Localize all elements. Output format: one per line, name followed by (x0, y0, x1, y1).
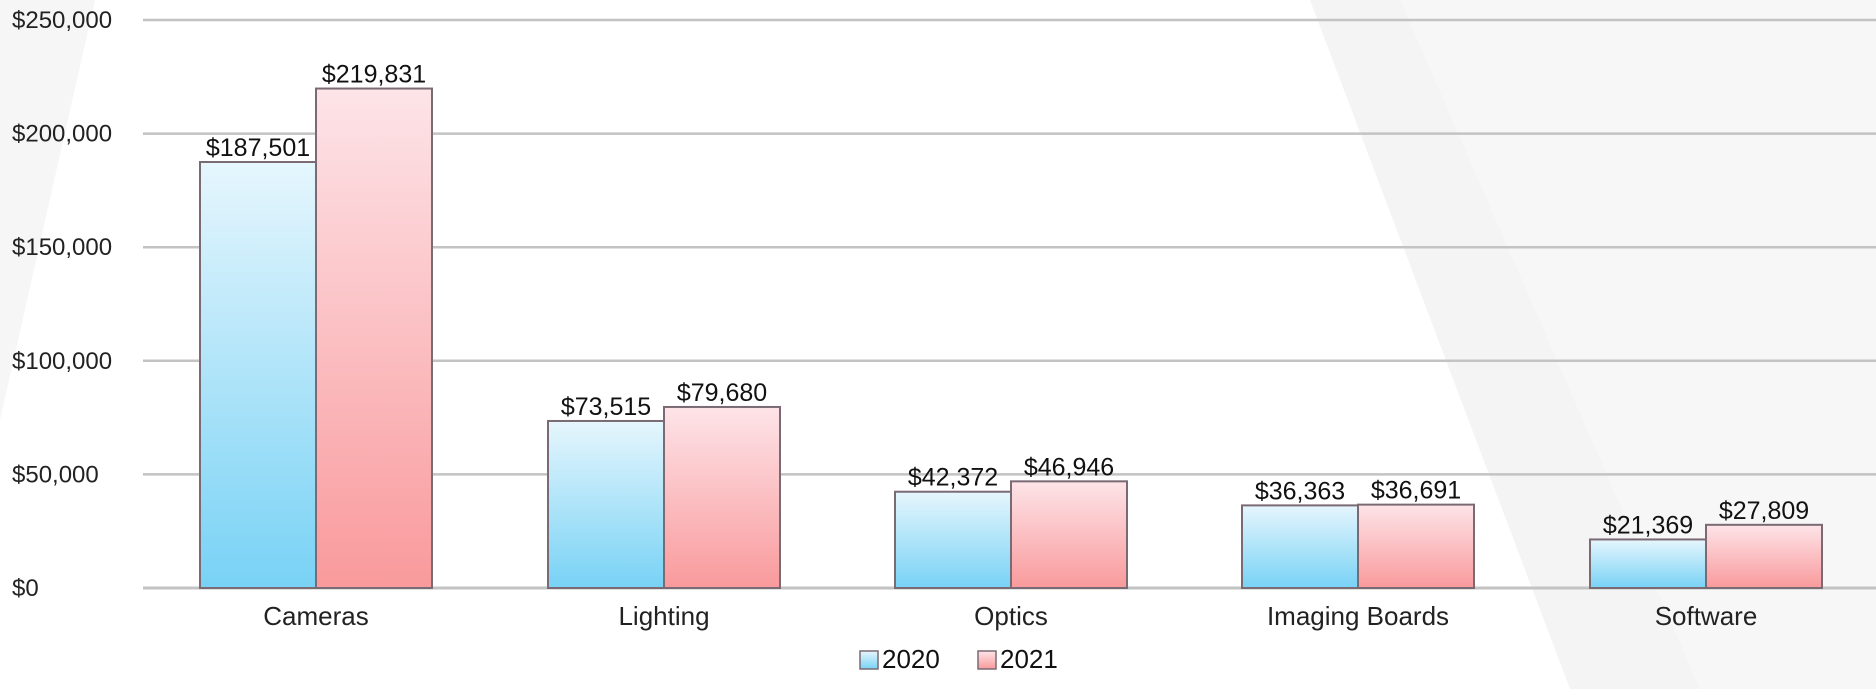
data-label: $46,946 (1024, 453, 1114, 481)
data-label: $36,363 (1255, 477, 1345, 505)
data-label: $79,680 (677, 379, 767, 407)
legend-swatch (859, 650, 879, 670)
x-tick-label: Optics (974, 601, 1048, 631)
data-label: $73,515 (561, 393, 651, 421)
bar-2020-lighting (547, 419, 665, 589)
bar-2021-lighting (663, 405, 781, 589)
bar-2021-cameras (315, 87, 433, 589)
data-label: $36,691 (1371, 477, 1461, 505)
background-shape (0, 0, 95, 420)
data-label: $27,809 (1719, 497, 1809, 525)
y-tick-label: $150,000 (12, 234, 112, 261)
bar-2021-software (1705, 523, 1823, 589)
bar-2021-imaging-boards (1357, 503, 1475, 590)
bar-2020-software (1589, 538, 1707, 590)
legend-swatch (977, 650, 997, 670)
x-tick-label: Imaging Boards (1267, 601, 1449, 631)
legend: 2020 2021 (859, 644, 1058, 674)
y-tick-label: $250,000 (12, 7, 112, 34)
y-tick-label: $200,000 (12, 121, 112, 148)
background-shape (1400, 0, 1876, 689)
data-labels: $187,501 $219,831 $73,515 $79,680 $42,372 $46… (206, 61, 1809, 540)
bars (199, 87, 1823, 590)
category-labels: Cameras Lighting Optics Imaging Boards Softw… (263, 601, 1757, 631)
bar-2021-optics (1010, 480, 1128, 589)
y-tick-label: $0 (12, 575, 39, 602)
legend-item-2020: 2020 (859, 644, 940, 674)
data-label: $42,372 (908, 464, 998, 492)
x-tick-label: Lighting (618, 601, 709, 631)
y-tick-label: $50,000 (12, 461, 99, 488)
bar-2020-imaging-boards (1241, 504, 1359, 590)
y-tick-label: $100,000 (12, 348, 112, 375)
legend-label: 2020 (882, 644, 940, 674)
legend-label: 2021 (1000, 644, 1058, 674)
y-axis-tick-labels: $0 $50,000 $100,000 $150,000 $200,000 $250,00… (12, 7, 112, 602)
bar-2020-optics (894, 490, 1012, 589)
data-label: $21,369 (1603, 511, 1693, 539)
legend-item-2021: 2021 (977, 644, 1058, 674)
x-tick-label: Cameras (263, 601, 368, 631)
data-label: $219,831 (322, 61, 426, 89)
data-label: $187,501 (206, 134, 310, 162)
x-tick-label: Software (1655, 601, 1758, 631)
bar-2020-cameras (199, 160, 317, 589)
